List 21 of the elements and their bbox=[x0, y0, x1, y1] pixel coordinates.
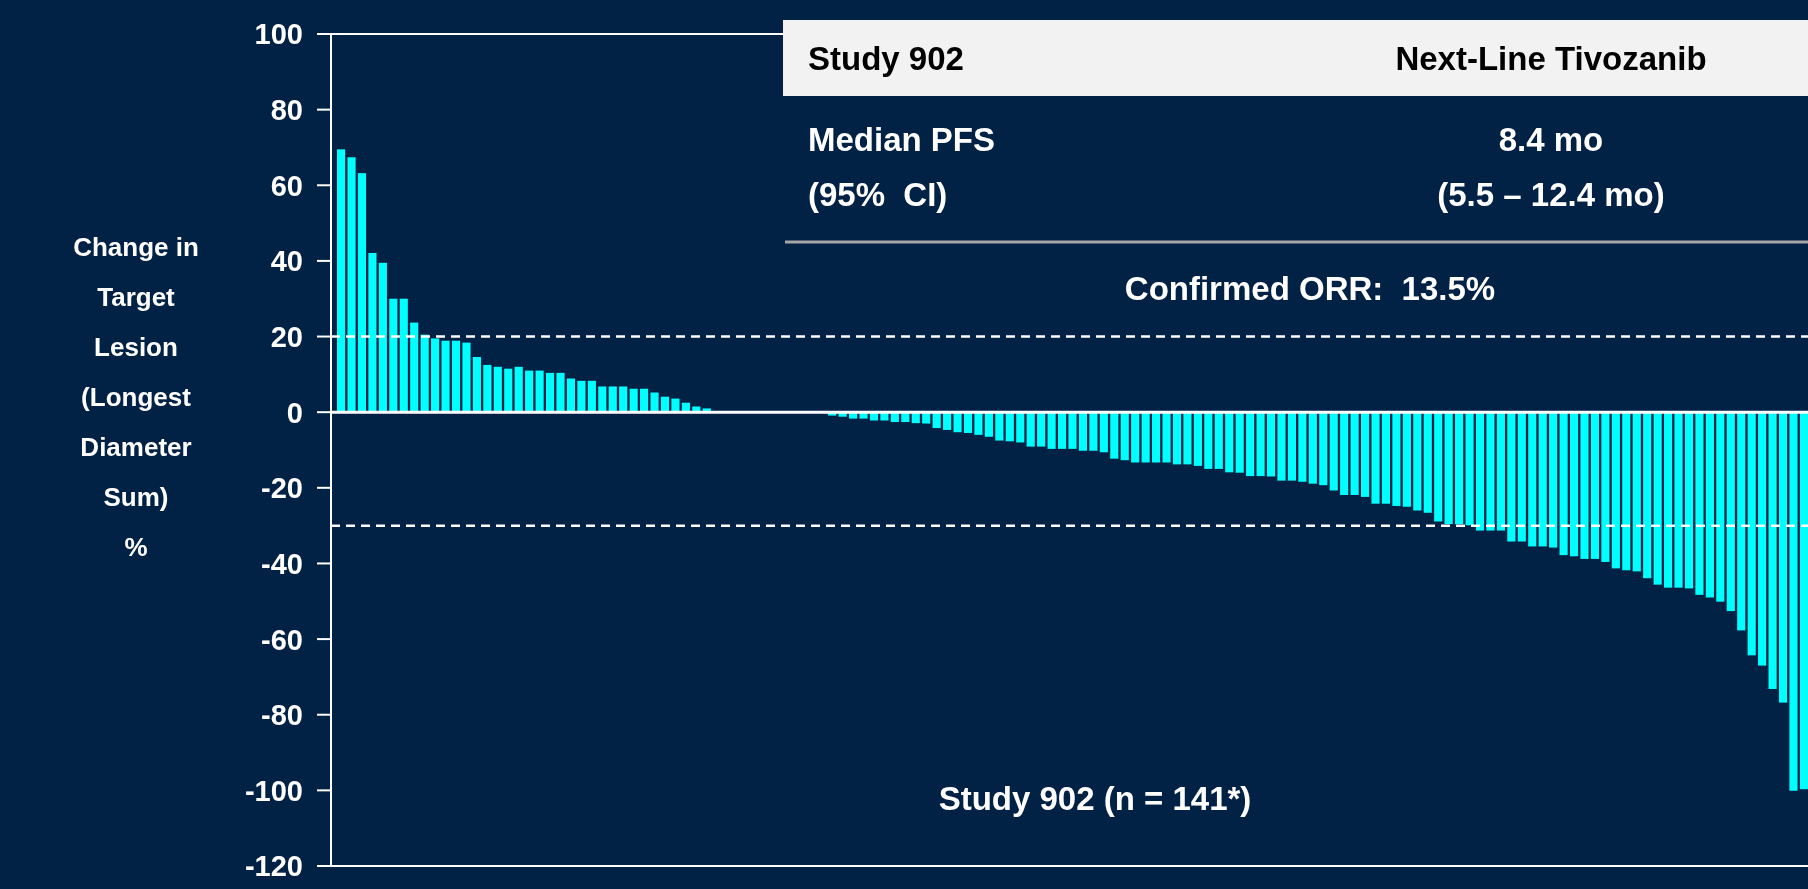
y-tick-label: -120 bbox=[244, 850, 303, 883]
y-tick-label: 100 bbox=[254, 18, 303, 51]
y-tick-label: -20 bbox=[261, 472, 303, 505]
annotation: Confirmed ORR: 13.5% bbox=[1124, 270, 1496, 307]
y-tick-label: -40 bbox=[261, 547, 303, 580]
y-tick-label: -60 bbox=[261, 623, 303, 656]
annotation: Median PFS bbox=[808, 121, 996, 158]
annotation: Study 902 (n = 141*) bbox=[938, 780, 1252, 817]
annotation: Next-Line Tivozanib bbox=[1395, 40, 1707, 77]
y-tick-label: -100 bbox=[244, 774, 303, 807]
y-tick-label: 20 bbox=[270, 320, 303, 353]
annotation: (95% CI) bbox=[808, 176, 948, 213]
annotation: 8.4 mo bbox=[1498, 121, 1604, 158]
annotation: (5.5 – 12.4 mo) bbox=[1437, 176, 1665, 213]
y-tick-label: 0 bbox=[286, 396, 303, 429]
y-tick-label: 40 bbox=[270, 245, 303, 278]
annotation: Study 902 bbox=[808, 40, 964, 77]
y-axis-title: Change in Target Lesion (Longest Diameter Sum) % bbox=[73, 232, 199, 563]
y-tick-label: 80 bbox=[270, 94, 303, 127]
y-tick-label: -80 bbox=[261, 699, 303, 732]
y-tick-label: 60 bbox=[270, 169, 303, 202]
